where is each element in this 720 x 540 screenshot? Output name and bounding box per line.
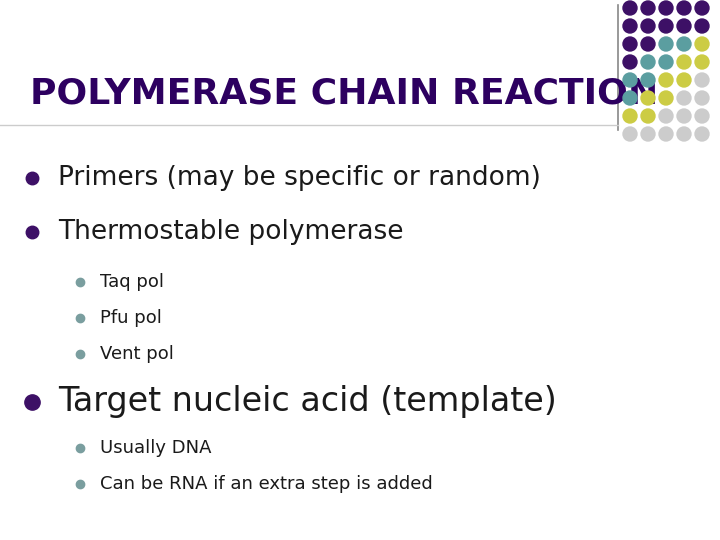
Text: Can be RNA if an extra step is added: Can be RNA if an extra step is added — [100, 475, 433, 493]
Circle shape — [695, 19, 709, 33]
Circle shape — [659, 91, 673, 105]
Circle shape — [695, 91, 709, 105]
Circle shape — [677, 127, 691, 141]
Circle shape — [695, 55, 709, 69]
Circle shape — [677, 1, 691, 15]
Text: Target nucleic acid (template): Target nucleic acid (template) — [58, 386, 557, 418]
Circle shape — [677, 109, 691, 123]
Circle shape — [695, 37, 709, 51]
Circle shape — [641, 37, 655, 51]
Circle shape — [623, 1, 637, 15]
Text: Primers (may be specific or random): Primers (may be specific or random) — [58, 165, 541, 191]
Text: POLYMERASE CHAIN REACTION: POLYMERASE CHAIN REACTION — [30, 76, 658, 110]
Text: Vent pol: Vent pol — [100, 345, 174, 363]
Circle shape — [641, 91, 655, 105]
Circle shape — [659, 1, 673, 15]
Circle shape — [641, 127, 655, 141]
Circle shape — [623, 73, 637, 87]
Circle shape — [695, 109, 709, 123]
Circle shape — [641, 73, 655, 87]
Circle shape — [659, 109, 673, 123]
Circle shape — [641, 19, 655, 33]
Circle shape — [659, 127, 673, 141]
Circle shape — [677, 37, 691, 51]
Circle shape — [623, 91, 637, 105]
Circle shape — [659, 73, 673, 87]
Circle shape — [623, 19, 637, 33]
Circle shape — [641, 55, 655, 69]
Circle shape — [659, 37, 673, 51]
Circle shape — [623, 55, 637, 69]
Circle shape — [659, 55, 673, 69]
Text: Taq pol: Taq pol — [100, 273, 164, 291]
Circle shape — [695, 1, 709, 15]
Text: Usually DNA: Usually DNA — [100, 439, 212, 457]
Circle shape — [641, 1, 655, 15]
Circle shape — [677, 55, 691, 69]
Circle shape — [659, 19, 673, 33]
Circle shape — [695, 73, 709, 87]
Circle shape — [623, 109, 637, 123]
Text: Pfu pol: Pfu pol — [100, 309, 162, 327]
Circle shape — [677, 73, 691, 87]
Circle shape — [695, 127, 709, 141]
Circle shape — [677, 19, 691, 33]
Circle shape — [623, 37, 637, 51]
Circle shape — [623, 127, 637, 141]
Text: Thermostable polymerase: Thermostable polymerase — [58, 219, 403, 245]
Circle shape — [677, 91, 691, 105]
Circle shape — [641, 109, 655, 123]
